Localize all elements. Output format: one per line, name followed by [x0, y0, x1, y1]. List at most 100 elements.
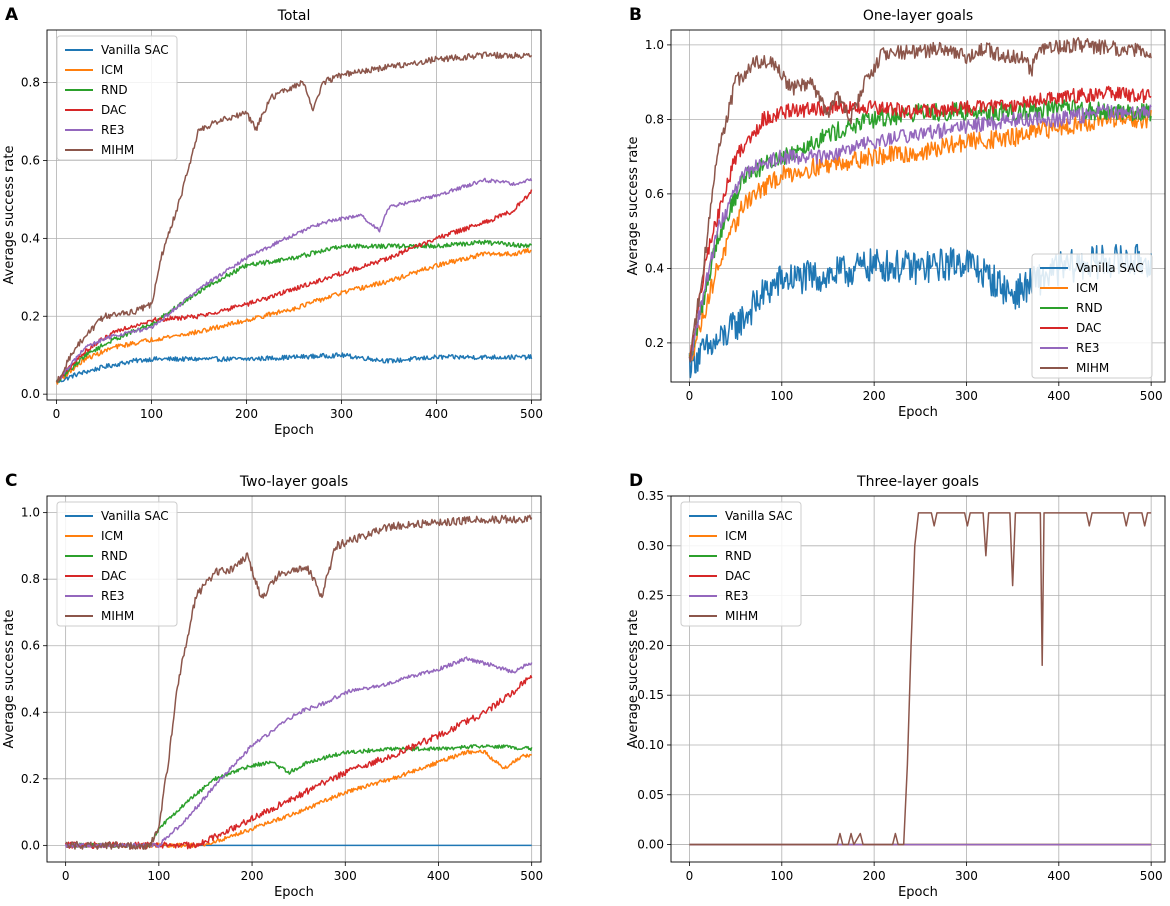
chart-title: Total: [277, 8, 311, 24]
legend-label: RND: [725, 549, 752, 563]
legend-label: Vanilla SAC: [1076, 261, 1144, 275]
legend-label: MIHM: [101, 609, 134, 623]
x-tick-label: 100: [770, 869, 793, 883]
series-line-mihm: [55, 51, 533, 383]
chart-title: Three-layer goals: [856, 474, 979, 490]
y-tick-label: 0.4: [645, 261, 664, 275]
legend-label: MIHM: [725, 609, 758, 623]
y-tick-label: 0.20: [637, 638, 664, 652]
legend-label: RE3: [1076, 341, 1100, 355]
series-line-mihm: [65, 514, 533, 851]
x-tick-label: 200: [241, 869, 264, 883]
series-line-icm: [55, 247, 532, 385]
x-tick-label: 400: [425, 407, 448, 421]
y-tick-label: 0.6: [645, 187, 664, 201]
y-tick-label: 0.10: [637, 738, 664, 752]
legend: Vanilla SAC ICM RND DAC RE3 MIHM: [1031, 253, 1153, 379]
x-tick-label: 300: [955, 389, 978, 403]
y-tick-label: 1.0: [645, 38, 664, 52]
x-axis-label: Epoch: [898, 885, 938, 900]
series-line-dac: [689, 85, 1152, 358]
x-tick-label: 300: [955, 869, 978, 883]
x-tick-label: 300: [330, 407, 353, 421]
x-tick-label: 500: [520, 407, 543, 421]
legend: Vanilla SAC ICM RND DAC RE3 MIHM: [56, 35, 178, 161]
axes-frame: [46, 29, 542, 401]
legend: Vanilla SAC ICM RND DAC RE3 MIHM: [680, 501, 802, 627]
x-tick-label: 500: [1140, 869, 1163, 883]
series-line-icm: [65, 749, 532, 849]
y-tick-label: 0.0: [21, 838, 40, 852]
y-tick-label: 0.00: [637, 838, 664, 852]
x-tick-label: 0: [62, 869, 70, 883]
series-line-dac: [56, 189, 533, 382]
y-tick-label: 0.0: [21, 387, 40, 401]
y-axis-label: Average success rate: [626, 137, 641, 276]
y-tick-label: 0.4: [21, 705, 40, 719]
y-tick-label: 0.35: [637, 489, 664, 503]
legend-label: Vanilla SAC: [101, 509, 169, 523]
legend-label: RND: [1076, 301, 1103, 315]
panel-letter: C: [5, 471, 17, 491]
series-line-icm: [688, 109, 1152, 361]
x-tick-label: 500: [1140, 389, 1163, 403]
panel-d: D Three-layer goals 0 100 200 300 400 500 0.00 0.…: [626, 471, 1166, 900]
y-axis-label: Average success rate: [2, 146, 17, 285]
y-tick-label: 0.25: [637, 589, 664, 603]
y-tick-label: 0.8: [645, 112, 664, 126]
x-tick-label: 200: [863, 869, 886, 883]
panel-b: B One-layer goals 0 100 200 300 400 500 0.2 0.4 0.…: [626, 5, 1166, 420]
y-tick-label: 0.6: [21, 639, 40, 653]
chart-title: Two-layer goals: [239, 474, 348, 490]
legend: Vanilla SAC ICM RND DAC RE3 MIHM: [56, 501, 178, 627]
y-tick-label: 0.05: [637, 788, 664, 802]
y-tick-label: 0.2: [21, 309, 40, 323]
x-tick-label: 100: [147, 869, 170, 883]
legend-label: Vanilla SAC: [101, 43, 169, 57]
panel-c: C Two-layer goals 0 100 200 300 400 500 0.0 0.2 0.…: [2, 471, 543, 900]
axes-frame: [46, 495, 542, 863]
legend-label: RND: [101, 83, 128, 97]
y-tick-label: 0.8: [21, 572, 40, 586]
x-axis-label: Epoch: [898, 405, 938, 420]
y-tick-label: 0.4: [21, 231, 40, 245]
x-axis-label: Epoch: [274, 423, 314, 438]
y-tick-label: 0.2: [645, 336, 664, 350]
legend-label: ICM: [101, 529, 123, 543]
y-tick-label: 1.0: [21, 506, 40, 520]
panel-a: A Total 0 100 200 300 400 500 0.0 0.2 0.4 0.6 0.8 Epo…: [2, 5, 543, 438]
series-line-vanilla-sac: [55, 352, 533, 385]
chart-title: One-layer goals: [863, 8, 973, 24]
x-tick-label: 0: [686, 389, 694, 403]
y-tick-label: 0.15: [637, 688, 664, 702]
x-tick-label: 0: [686, 869, 694, 883]
legend-label: RE3: [725, 589, 749, 603]
legend-label: RE3: [101, 123, 125, 137]
series-line-re3: [688, 103, 1152, 362]
x-tick-label: 400: [427, 869, 450, 883]
y-tick-label: 0.2: [21, 772, 40, 786]
y-tick-label: 0.8: [21, 76, 40, 90]
series-line-re3: [56, 177, 533, 383]
x-tick-label: 200: [235, 407, 258, 421]
legend-label: Vanilla SAC: [725, 509, 793, 523]
series-line-mihm: [689, 512, 1152, 846]
legend-label: MIHM: [101, 143, 134, 157]
series-line-re3: [64, 656, 533, 849]
x-tick-label: 400: [1047, 869, 1070, 883]
series-line-dac: [64, 675, 533, 850]
axes-frame: [670, 495, 1166, 863]
x-tick-label: 400: [1047, 389, 1070, 403]
legend-label: DAC: [101, 569, 126, 583]
y-tick-label: 0.6: [21, 153, 40, 167]
legend-label: RND: [101, 549, 128, 563]
panel-letter: B: [629, 5, 642, 25]
panel-letter: D: [629, 471, 643, 491]
y-tick-label: 0.30: [637, 539, 664, 553]
legend-label: ICM: [725, 529, 747, 543]
x-tick-label: 200: [863, 389, 886, 403]
series-line-mihm: [688, 36, 1152, 363]
x-axis-label: Epoch: [274, 885, 314, 900]
legend-label: DAC: [101, 103, 126, 117]
